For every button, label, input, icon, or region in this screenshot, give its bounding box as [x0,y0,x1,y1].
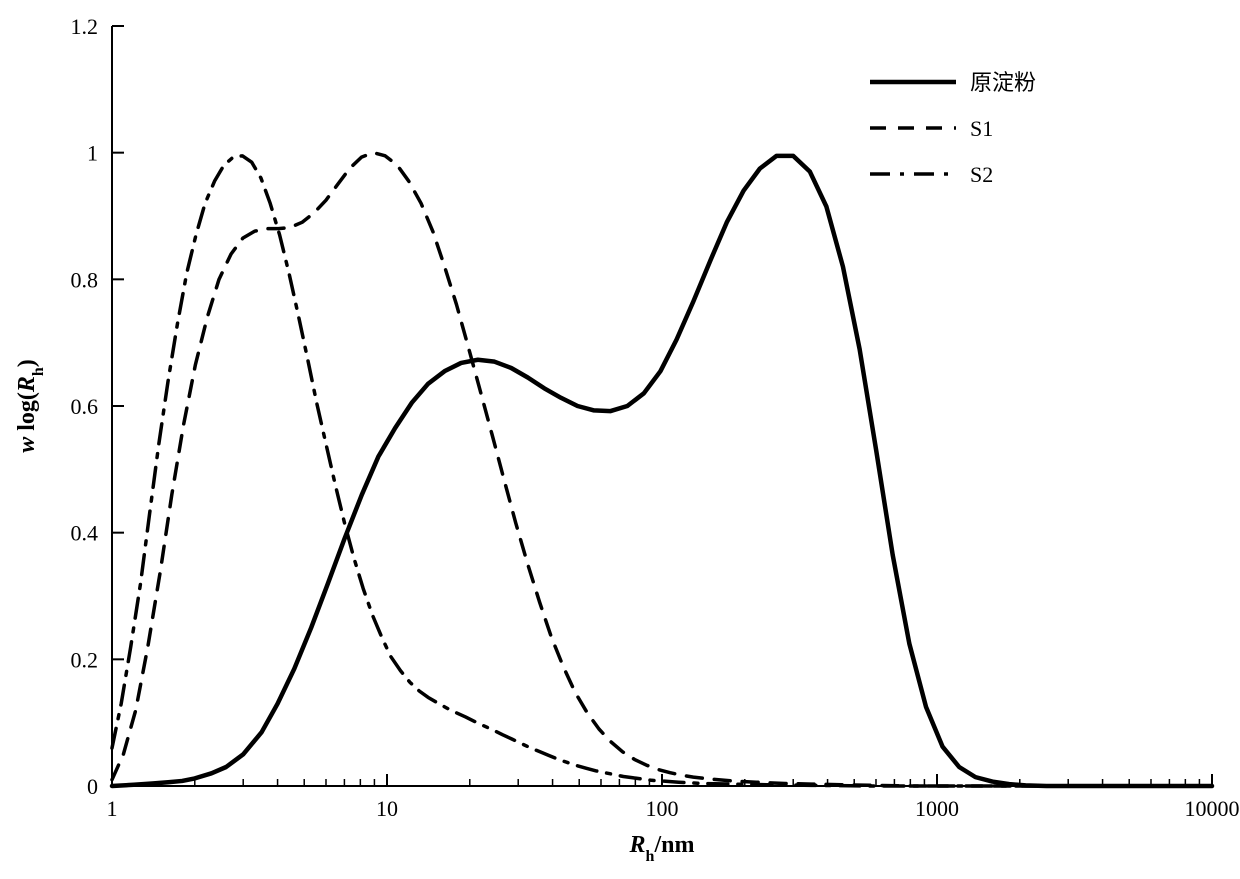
x-tick-label: 10000 [1185,796,1240,821]
y-tick-label: 0.4 [71,521,99,546]
line-chart: 1 10 100 1000 10000 0 0.2 0.4 0.6 0.8 1 1.2 Rh/nm w l… [0,0,1240,879]
legend-label-s2: S2 [970,162,993,187]
y-tick-label: 0.8 [71,267,99,292]
legend-label-s1: S1 [970,116,993,141]
x-tick-label: 1000 [915,796,959,821]
series-native [112,156,1212,786]
x-tick-label: 10 [376,796,398,821]
legend-label-native: 原淀粉 [970,70,1036,95]
y-tick-label: 1.2 [71,14,99,39]
x-axis-label: Rh/nm [629,832,695,865]
x-tick-label: 100 [646,796,679,821]
y-tick-label: 0 [87,774,98,799]
series-s2 [112,156,1212,786]
y-axis-label: w log(Rh) [14,359,47,453]
y-tick-label: 1 [87,141,98,166]
chart-container: 1 10 100 1000 10000 0 0.2 0.4 0.6 0.8 1 1.2 Rh/nm w l… [0,0,1240,879]
x-tick-label: 1 [107,796,118,821]
y-tick-label: 0.2 [71,647,99,672]
series-s1 [112,153,1212,786]
y-tick-label: 0.6 [71,394,99,419]
